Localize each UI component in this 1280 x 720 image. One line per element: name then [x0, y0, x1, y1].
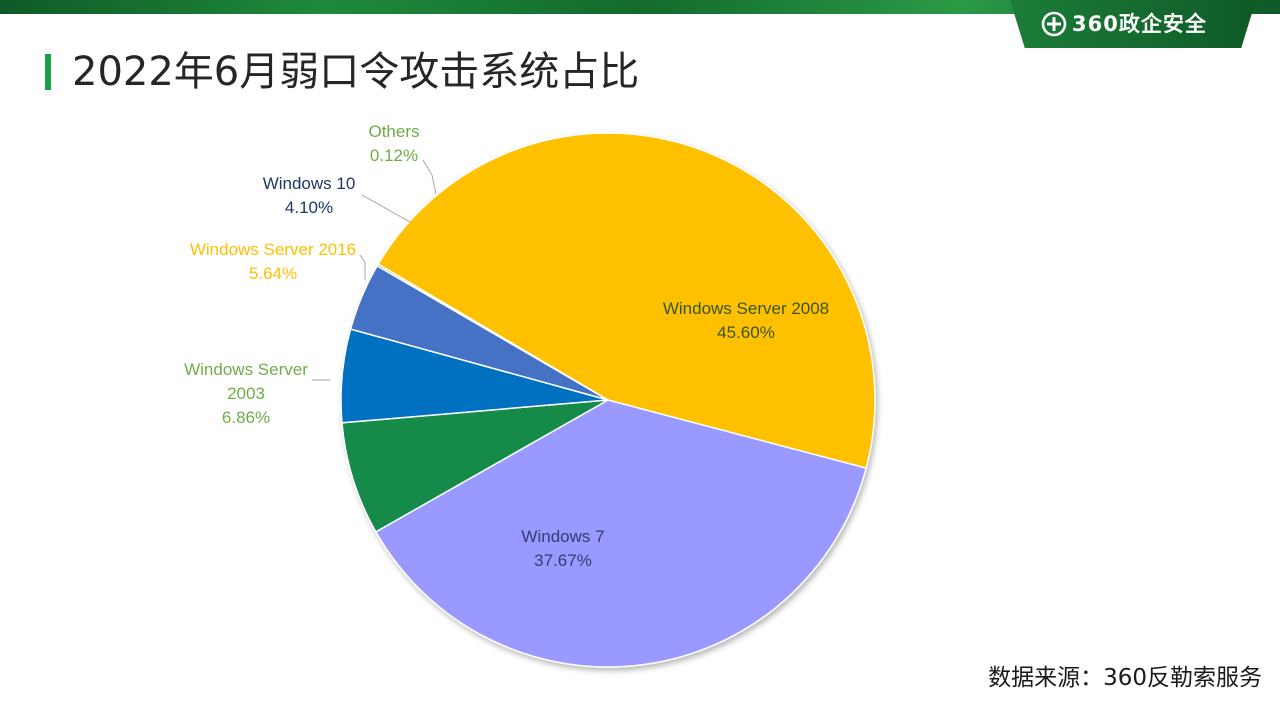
- slice-label-windows-server-2008: Windows Server 2008 45.60%: [663, 299, 829, 342]
- slice-name-line-windows-server-2003: 2003: [227, 384, 265, 403]
- pie-slice-windows-server-2008: [377, 132, 876, 470]
- slice-value-others: 0.12%: [370, 146, 418, 165]
- slice-value-windows-10: 4.10%: [285, 198, 333, 217]
- title-accent-bar: [45, 54, 51, 90]
- leader-line-windows-server-2016: [359, 254, 366, 280]
- pie-slices: [340, 132, 876, 668]
- slice-name-windows-7: Windows 7: [521, 527, 604, 546]
- slice-label-others: Others 0.12%: [368, 122, 419, 165]
- pie-leader-lines: [312, 159, 437, 381]
- pie-slice-others: [376, 263, 609, 401]
- leader-line-others: [422, 159, 437, 195]
- page-title: 2022年6月弱口令攻击系统占比: [72, 49, 640, 95]
- slice-label-windows-server-2003: Windows Server 2003 6.86%: [184, 360, 308, 427]
- slice-value-windows-7: 37.67%: [534, 551, 592, 570]
- slice-name-windows-10: Windows 10: [263, 174, 356, 193]
- slice-value-windows-server-2016: 5.64%: [249, 264, 297, 283]
- slice-name-windows-server-2003: Windows Server: [184, 360, 308, 379]
- slice-name-others: Others: [368, 122, 419, 141]
- pie-slice-windows-7: [374, 399, 868, 668]
- data-source-note: 数据来源：360反勒索服务: [988, 665, 1262, 691]
- pie-labels: Windows Server 2008 45.60% Windows 7 37.67%…: [184, 122, 829, 570]
- pie-slice-windows-server-2003: [341, 399, 609, 533]
- slice-name-windows-server-2016: Windows Server 2016: [190, 240, 356, 259]
- slice-value-windows-server-2008: 45.60%: [717, 323, 775, 342]
- slice-name-windows-server-2008: Windows Server 2008: [663, 299, 829, 318]
- slice-value-windows-server-2003: 6.86%: [222, 408, 270, 427]
- plus-circle-logo-icon: [1041, 11, 1067, 37]
- slice-label-windows-7: Windows 7 37.67%: [521, 527, 604, 570]
- slice-label-windows-server-2016: Windows Server 2016 5.64%: [190, 240, 356, 283]
- brand-logo-text: 360政企安全: [1072, 12, 1207, 36]
- top-decorative-band: [0, 0, 1280, 14]
- leader-line-windows-10: [361, 194, 411, 223]
- slice-label-windows-10: Windows 10 4.10%: [263, 174, 356, 217]
